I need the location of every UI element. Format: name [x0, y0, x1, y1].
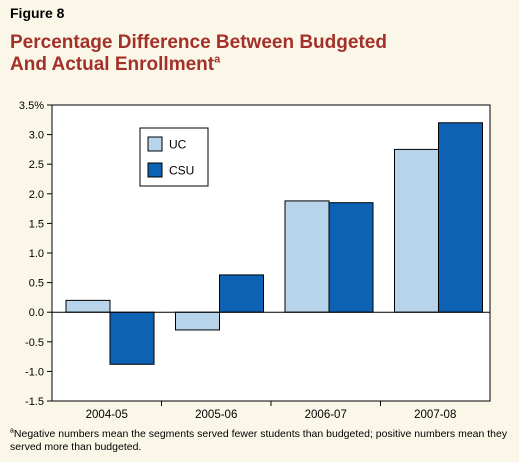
y-tick-label: 0.5	[29, 278, 44, 290]
x-tick-label: 2007-08	[414, 409, 456, 421]
chart-area: 3.5% 3.0 2.5 2.0 1.5 1.0 0.5 0.0 -0.5 -1.0 -1.5 20…	[19, 100, 491, 421]
y-tick-label: 2.0	[29, 189, 44, 201]
x-tick-label: 2005-06	[195, 409, 237, 421]
x-tick-label: 2004-05	[86, 409, 128, 421]
bar-csu-2004-05	[109, 311, 155, 365]
y-axis: 3.5% 3.0 2.5 2.0 1.5 1.0 0.5 0.0 -0.5 -1.0 -1.5	[19, 100, 490, 408]
bar-csu-2005-06	[219, 274, 264, 313]
figure-label: Figure 8	[10, 5, 65, 21]
legend-swatch-csu	[147, 162, 163, 178]
x-tick-label: 2006-07	[305, 409, 347, 421]
footnote: aNegative numbers mean the segments serv…	[10, 428, 515, 454]
bar-chart: 3.5% 3.0 2.5 2.0 1.5 1.0 0.5 0.0 -0.5 -1.0 -1.5 20…	[19, 100, 491, 421]
legend-swatch-uc	[147, 136, 163, 152]
legend: UC CSU	[139, 127, 209, 187]
y-tick-label: 0.0	[29, 307, 44, 319]
y-tick-label: 2.5	[29, 159, 44, 171]
y-tick-label: 3.5%	[19, 100, 44, 112]
x-axis: 2004-05 2005-06 2006-07 2007-08	[86, 401, 456, 421]
y-tick-label: -1.0	[25, 366, 44, 378]
y-tick-label: 3.0	[29, 130, 44, 142]
bar-uc-2006-07	[284, 200, 330, 313]
footnote-marker: a	[10, 427, 14, 435]
bar-csu-2007-08	[438, 122, 483, 313]
bar-uc-2005-06	[175, 311, 220, 331]
chart-title: Percentage Difference Between Budgeted A…	[10, 32, 510, 76]
y-tick-label: 1.0	[29, 248, 44, 260]
bar-csu-2006-07	[328, 202, 374, 313]
footnote-text: Negative numbers mean the segments serve…	[10, 428, 508, 453]
y-tick-label: -0.5	[25, 337, 44, 349]
legend-label-csu: CSU	[169, 164, 194, 178]
legend-label-uc: UC	[169, 138, 187, 152]
bar-uc-2007-08	[394, 148, 439, 313]
title-line-1: Percentage Difference Between Budgeted	[10, 32, 387, 53]
bar-uc-2004-05	[65, 299, 111, 313]
title-footnote-marker: a	[214, 53, 221, 66]
y-tick-label: 1.5	[29, 218, 44, 230]
y-tick-label: -1.5	[25, 396, 44, 408]
title-line-2: And Actual Enrollment	[10, 54, 215, 75]
